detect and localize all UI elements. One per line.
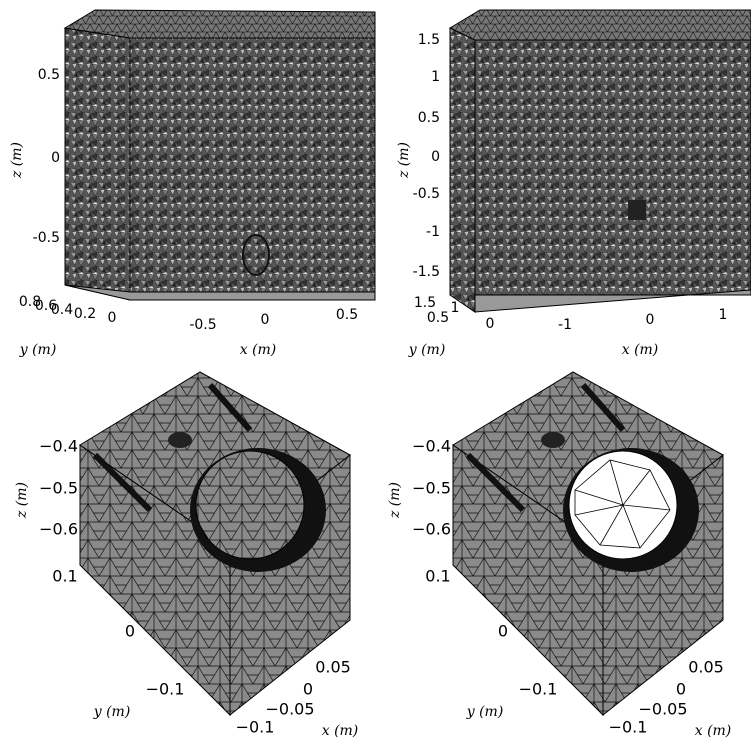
mesh-plot xyxy=(80,372,350,715)
z-tick-label: -1 xyxy=(426,224,440,240)
z-axis-label: z (m) xyxy=(387,482,403,519)
x-tick-label: -0.5 xyxy=(189,317,216,333)
y-tick-label: 1 xyxy=(451,300,460,316)
z-tick-label: -1.5 xyxy=(413,264,440,280)
z-axis-label: z (m) xyxy=(14,482,30,519)
z-axis-label: z (m) xyxy=(9,142,25,179)
z-tick-label: 0 xyxy=(431,149,440,165)
x-tick-label: 1 xyxy=(719,307,728,323)
z-tick-label: −0.6 xyxy=(39,520,78,539)
y-tick-label: 0.4 xyxy=(51,302,73,318)
x-axis-label: x (m) xyxy=(322,723,359,739)
z-tick-label: -0.5 xyxy=(413,186,440,202)
z-tick-label: 1.5 xyxy=(418,32,440,48)
z-tick-label: 0 xyxy=(51,150,60,166)
x-tick-label: 0 xyxy=(303,680,313,699)
y-axis-label: y (m) xyxy=(93,704,131,720)
y-tick-label: 0 xyxy=(125,622,135,641)
x-tick-label: −0.1 xyxy=(609,718,648,737)
z-tick-label: −0.4 xyxy=(39,437,78,456)
y-tick-label: 1.5 xyxy=(414,295,436,311)
y-tick-label: 0 xyxy=(498,622,508,641)
x-tick-label: −0.05 xyxy=(265,700,314,719)
mesh-plot xyxy=(65,10,375,300)
z-tick-label: 1 xyxy=(431,69,440,85)
y-axis-label: y (m) xyxy=(408,342,446,358)
x-tick-label: 0 xyxy=(676,680,686,699)
x-axis-label: x (m) xyxy=(695,723,732,739)
y-tick-label: 0.5 xyxy=(427,310,449,326)
y-tick-label: −0.1 xyxy=(146,680,185,699)
x-tick-label: 0.5 xyxy=(336,307,358,323)
y-axis-label: y (m) xyxy=(466,704,504,720)
z-tick-label: 0.5 xyxy=(418,110,440,126)
y-tick-label: 0 xyxy=(108,310,117,326)
z-axis-label: z (m) xyxy=(396,142,412,179)
x-tick-label: −0.05 xyxy=(638,700,687,719)
y-tick-label: 0.1 xyxy=(52,567,77,586)
mesh-plot xyxy=(453,372,723,715)
mesh-plot xyxy=(450,10,751,312)
x-axis-label: x (m) xyxy=(622,342,659,358)
y-tick-label: 0.2 xyxy=(74,306,96,322)
figure: 0.50-0.50.80.60.40.20-0.500.5z (m)y (m)x… xyxy=(0,0,751,742)
z-tick-label: −0.6 xyxy=(412,520,451,539)
x-tick-label: 0 xyxy=(261,312,270,328)
z-tick-label: 0.5 xyxy=(38,67,60,83)
y-tick-label: 0 xyxy=(486,316,495,332)
x-tick-label: 0.05 xyxy=(688,658,724,677)
x-tick-label: 0 xyxy=(646,312,655,328)
y-tick-label: −0.1 xyxy=(519,680,558,699)
x-axis-label: x (m) xyxy=(240,342,277,358)
z-tick-label: −0.5 xyxy=(412,479,451,498)
x-tick-label: 0.05 xyxy=(315,658,351,677)
y-tick-label: 0.1 xyxy=(425,567,450,586)
z-tick-label: −0.4 xyxy=(412,437,451,456)
y-axis-label: y (m) xyxy=(19,342,57,358)
x-tick-label: -1 xyxy=(558,317,572,333)
z-tick-label: −0.5 xyxy=(39,479,78,498)
x-tick-label: −0.1 xyxy=(236,718,275,737)
z-tick-label: -0.5 xyxy=(33,230,60,246)
